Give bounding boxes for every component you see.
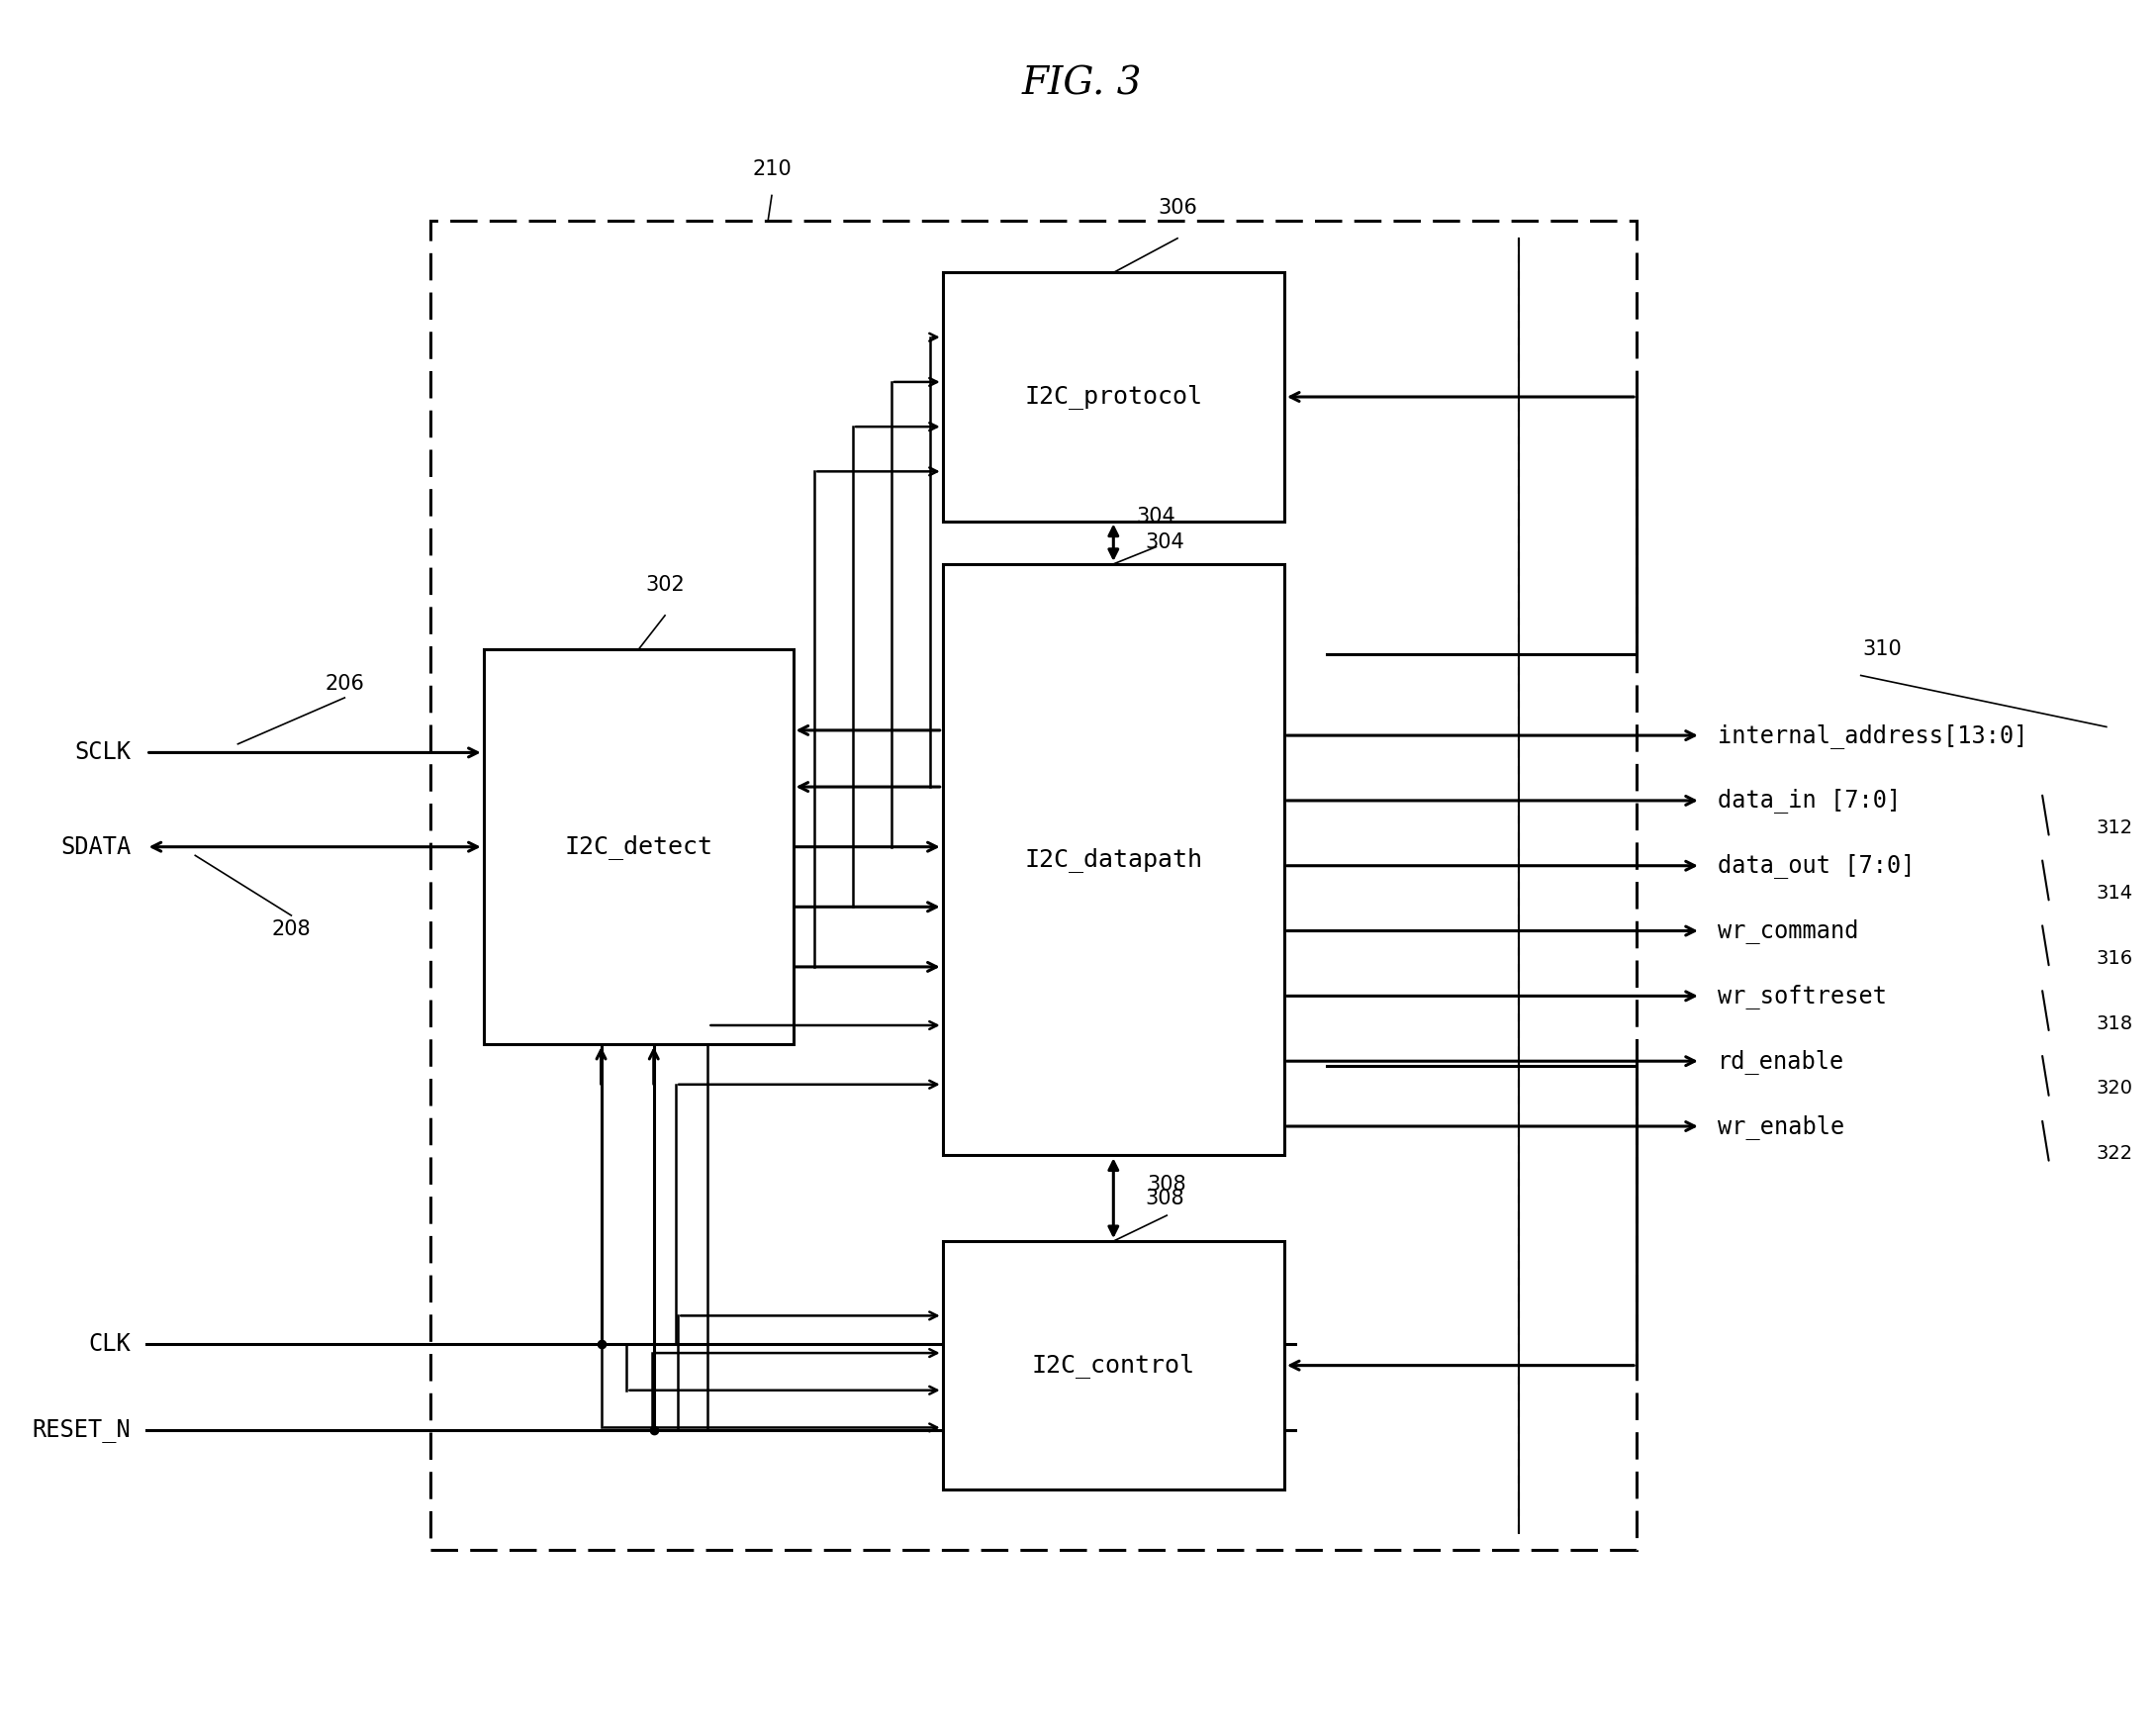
Text: 210: 210 [752, 159, 791, 180]
Text: SDATA: SDATA [60, 835, 132, 859]
Text: 308: 308 [1147, 1175, 1186, 1194]
Text: rd_enable: rd_enable [1718, 1049, 1846, 1073]
Bar [942, 273, 1285, 522]
Text: internal_address[13:0]: internal_address[13:0] [1718, 722, 2029, 748]
Text: 318: 318 [2096, 1014, 2132, 1033]
Text: I2C_detect: I2C_detect [565, 835, 711, 859]
Text: 302: 302 [645, 575, 686, 594]
Bar [483, 650, 793, 1044]
Text: 322: 322 [2096, 1144, 2132, 1163]
Text: I2C_datapath: I2C_datapath [1024, 847, 1203, 873]
Text: 304: 304 [1136, 506, 1175, 527]
Bar [942, 1241, 1285, 1490]
Bar [942, 563, 1285, 1156]
Text: wr_enable: wr_enable [1718, 1115, 1846, 1139]
Text: I2C_control: I2C_control [1033, 1353, 1194, 1377]
Text: FIG. 3: FIG. 3 [1022, 66, 1141, 102]
Text: 320: 320 [2096, 1080, 2132, 1097]
Text: wr_softreset: wr_softreset [1718, 983, 1886, 1009]
Text: 208: 208 [272, 919, 310, 938]
Text: 304: 304 [1145, 532, 1186, 553]
Text: wr_command: wr_command [1718, 919, 1858, 943]
Text: 308: 308 [1145, 1189, 1184, 1208]
Text: data_in [7:0]: data_in [7:0] [1718, 788, 1902, 812]
Text: 314: 314 [2096, 883, 2132, 902]
Text: I2C_protocol: I2C_protocol [1024, 385, 1203, 410]
Text: CLK: CLK [88, 1332, 132, 1356]
Text: 316: 316 [2096, 949, 2132, 968]
Text: data_out [7:0]: data_out [7:0] [1718, 854, 1915, 878]
Text: 312: 312 [2096, 819, 2132, 838]
Text: 306: 306 [1158, 199, 1197, 218]
Text: 206: 206 [326, 674, 364, 695]
Text: 310: 310 [1863, 639, 1902, 660]
Text: SCLK: SCLK [75, 741, 132, 764]
Bar [429, 221, 1636, 1550]
Text: RESET_N: RESET_N [32, 1419, 132, 1441]
